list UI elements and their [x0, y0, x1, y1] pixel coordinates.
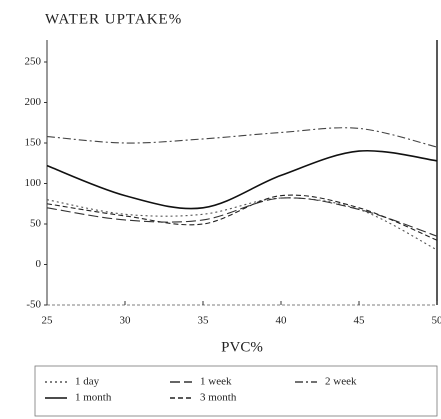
y-tick-label: -50 [26, 299, 41, 311]
x-tick-label: 50 [432, 315, 441, 327]
legend-label: 2 week [325, 376, 357, 388]
x-tick-label: 30 [120, 315, 132, 327]
y-tick-label: 100 [25, 177, 42, 189]
legend-box [34, 365, 438, 417]
legend-label: 3 month [200, 392, 237, 404]
data-line [46, 149, 438, 210]
x-tick-label: 35 [198, 315, 210, 327]
legend-label: 1 week [200, 376, 232, 388]
y-tick-label: 200 [25, 96, 42, 108]
x-tick-label: 45 [354, 315, 366, 327]
x-axis-label: PVC% [221, 339, 263, 355]
y-tick-label: 150 [25, 137, 42, 149]
x-tick-label: 25 [42, 315, 54, 327]
x-tick-label: 40 [276, 315, 288, 327]
chart-title: WATER UPTAKE% [45, 11, 182, 27]
legend-label: 1 day [75, 376, 100, 388]
data-line [46, 194, 438, 241]
data-line [46, 197, 438, 251]
legend-label: 1 month [75, 392, 112, 404]
data-line [46, 197, 438, 237]
y-tick-label: 0 [36, 258, 42, 270]
y-tick-label: 50 [30, 218, 42, 230]
y-tick-label: 250 [25, 56, 42, 68]
data-line [46, 127, 438, 148]
